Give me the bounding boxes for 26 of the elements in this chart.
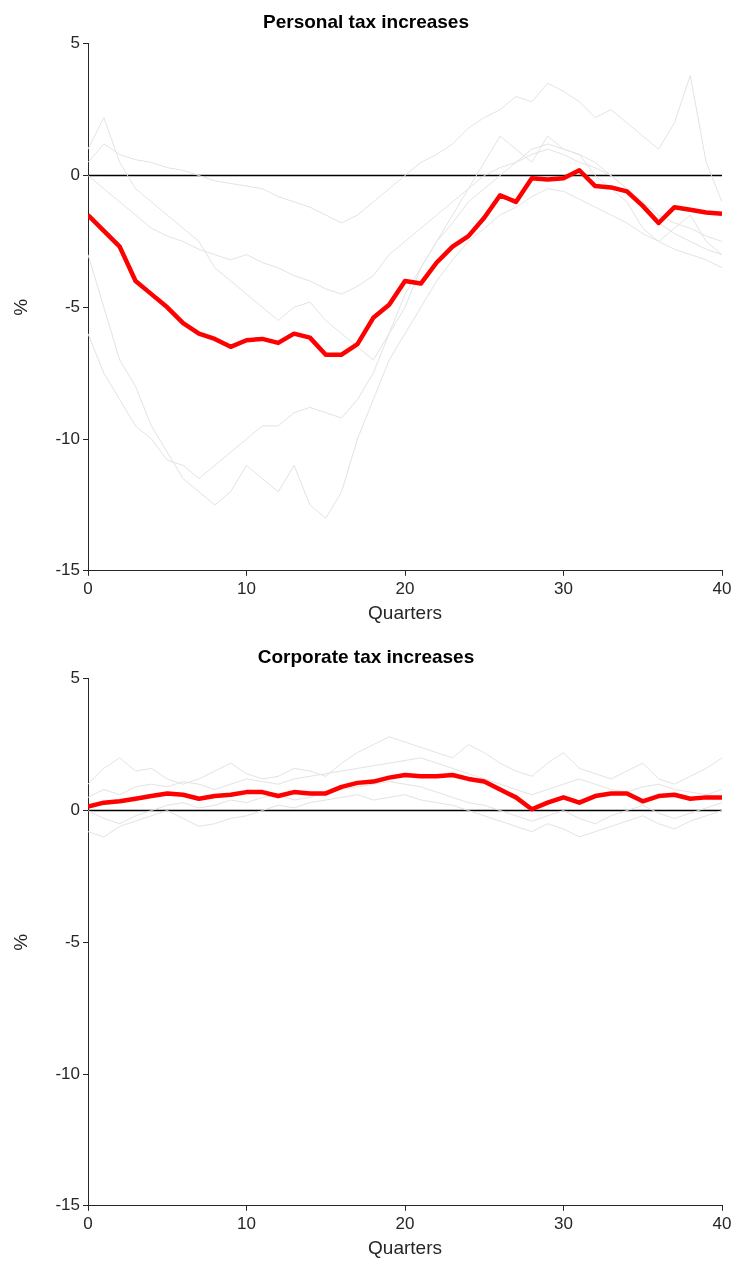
x-axis-title: Quarters [368,1236,442,1258]
x-tick-label: 10 [237,578,256,598]
y-tick-label: -5 [64,296,80,316]
y-tick-label: -10 [55,428,80,448]
x-tick-label: 30 [554,578,573,598]
y-tick-label: -10 [55,1063,80,1083]
y-tick-label: 0 [70,800,80,820]
y-tick-label: -15 [55,1195,80,1215]
x-tick-label: 0 [83,1213,93,1233]
chart-title: Personal tax increases [263,10,469,32]
y-axis-title: % [9,298,31,316]
y-tick-label: 5 [70,668,80,688]
y-tick-label: 5 [70,33,80,53]
y-axis-title: % [9,933,31,951]
y-tick-label: -15 [55,560,80,580]
x-tick-label: 40 [712,1213,732,1233]
x-axis-title: Quarters [368,601,442,623]
x-tick-label: 20 [395,1213,415,1233]
x-tick-label: 0 [83,578,93,598]
x-tick-label: 40 [712,578,732,598]
x-tick-label: 30 [554,1213,573,1233]
x-tick-label: 20 [395,578,415,598]
chart-title: Corporate tax increases [257,645,475,667]
y-tick-label: -5 [64,931,80,951]
y-tick-label: 0 [70,165,80,185]
x-tick-label: 10 [237,1213,256,1233]
